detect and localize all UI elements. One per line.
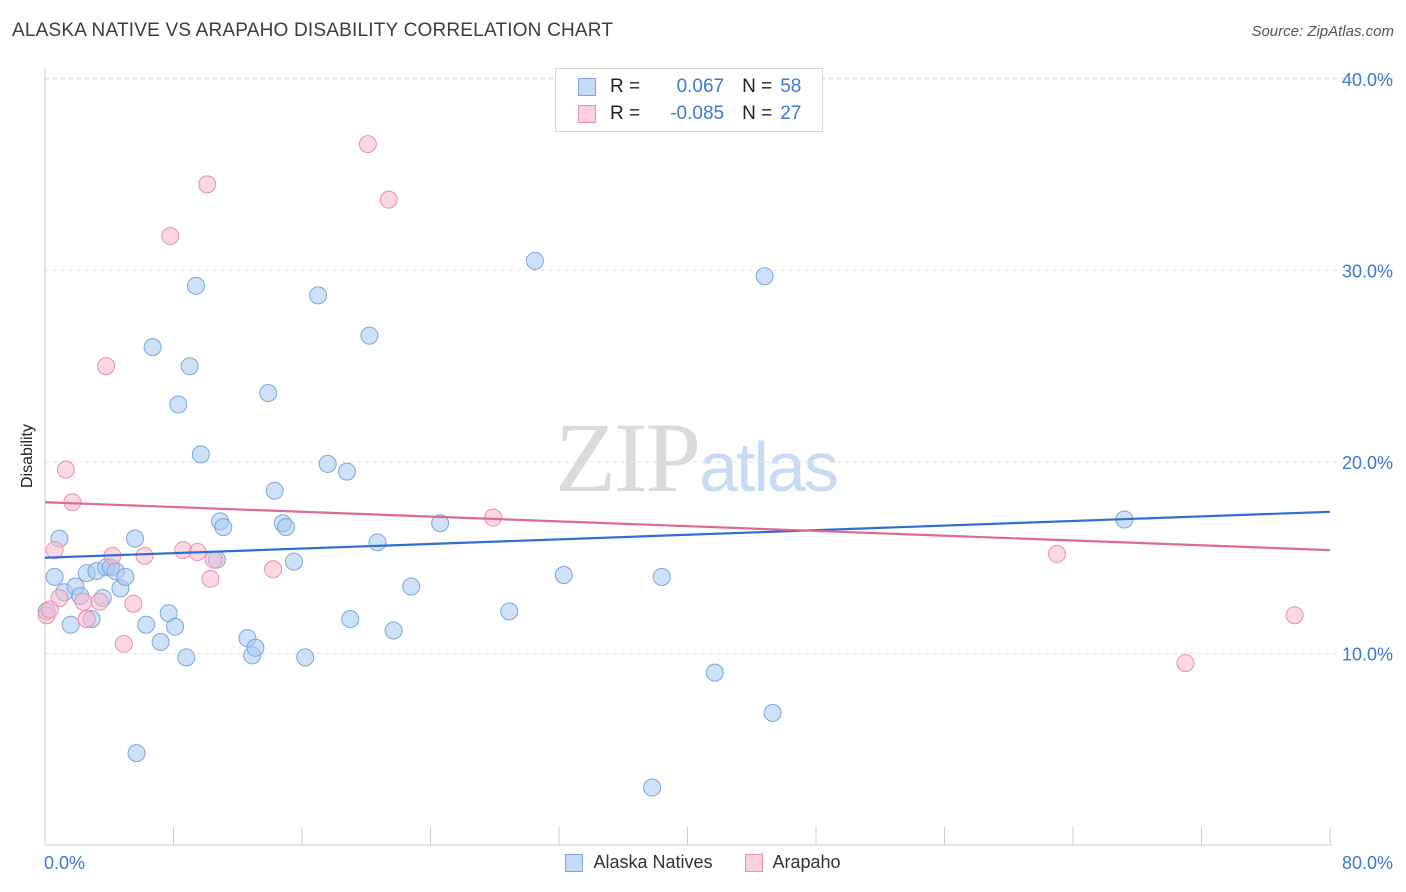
data-point-alaska	[61, 615, 80, 634]
data-point-alaska	[259, 384, 278, 403]
watermark-atlas: atlas	[699, 428, 839, 506]
data-point-arapaho	[50, 588, 69, 607]
legend-r-value: -0.085	[670, 103, 725, 124]
data-point-arapaho	[379, 190, 398, 209]
legend-row-alaska: R = 0.067 N = 58	[578, 76, 801, 98]
stats-legend: R = 0.067 N = 58 R = -0.085 N = 27	[555, 68, 823, 132]
data-point-alaska	[755, 267, 774, 286]
x-tick-label: 0.0%	[44, 853, 85, 873]
data-point-arapaho	[124, 594, 143, 613]
data-point-alaska	[214, 518, 233, 537]
legend-n-value: 58	[780, 76, 802, 97]
series-legend: Alaska Natives Arapaho	[0, 852, 1406, 873]
data-point-arapaho	[135, 546, 154, 565]
data-point-arapaho	[90, 592, 109, 611]
data-point-arapaho	[264, 560, 283, 579]
trend-line-arapaho	[44, 501, 1331, 552]
data-point-alaska	[116, 567, 135, 586]
y-tick-label: 40.0%	[1342, 70, 1393, 90]
data-point-alaska	[643, 778, 662, 797]
data-point-arapaho	[74, 592, 93, 611]
data-point-arapaho	[198, 175, 217, 194]
data-point-arapaho	[1285, 606, 1304, 625]
data-point-alaska	[500, 602, 519, 621]
data-point-arapaho	[45, 541, 64, 560]
data-point-arapaho	[56, 460, 75, 479]
legend-r-label: R =	[610, 103, 641, 124]
y-tick-label: 10.0%	[1342, 645, 1393, 665]
data-point-arapaho	[484, 508, 503, 527]
series-legend-alaska[interactable]: Alaska Natives	[565, 852, 713, 873]
data-point-arapaho	[1047, 544, 1066, 563]
data-point-alaska	[265, 481, 284, 500]
legend-r-label: R =	[610, 76, 641, 97]
legend-swatch-alaska	[578, 78, 596, 96]
data-point-alaska	[318, 454, 337, 473]
data-point-alaska	[169, 395, 188, 414]
legend-row-arapaho: R = -0.085 N = 27	[578, 103, 801, 125]
data-point-alaska	[186, 276, 205, 295]
data-point-alaska	[705, 663, 724, 682]
legend-n-label: N =	[742, 76, 773, 97]
data-point-alaska	[554, 565, 573, 584]
data-point-arapaho	[201, 569, 220, 588]
data-point-alaska	[341, 610, 360, 629]
series-swatch-alaska	[565, 853, 584, 872]
data-point-arapaho	[204, 550, 223, 569]
y-tick-label: 30.0%	[1342, 262, 1393, 282]
legend-n-value: 27	[780, 103, 802, 124]
data-point-alaska	[525, 251, 544, 270]
series-legend-arapaho[interactable]: Arapaho	[744, 852, 841, 873]
data-point-arapaho	[40, 600, 59, 619]
data-point-alaska	[191, 445, 210, 464]
data-point-alaska	[151, 633, 170, 652]
watermark-zip: ZIP	[555, 402, 701, 513]
data-point-alaska	[45, 567, 64, 586]
data-point-arapaho	[161, 227, 180, 246]
data-point-alaska	[431, 514, 450, 533]
data-point-alaska	[125, 529, 144, 548]
series-label-arapaho: Arapaho	[772, 852, 841, 872]
data-point-alaska	[384, 621, 403, 640]
data-point-alaska	[402, 577, 421, 596]
trend-line-alaska	[44, 510, 1331, 559]
legend-r-value: 0.067	[676, 76, 725, 97]
data-point-arapaho	[1176, 654, 1195, 673]
data-point-alaska	[368, 533, 387, 552]
data-point-arapaho	[114, 634, 133, 653]
data-point-alaska	[246, 638, 265, 657]
data-point-alaska	[763, 703, 782, 722]
data-point-alaska	[166, 617, 185, 636]
data-point-arapaho	[77, 610, 96, 629]
data-point-alaska	[137, 615, 156, 634]
data-point-alaska	[284, 552, 303, 571]
data-point-alaska	[180, 357, 199, 376]
data-point-alaska	[127, 744, 146, 763]
data-point-arapaho	[97, 357, 116, 376]
data-point-arapaho	[358, 135, 377, 154]
data-point-alaska	[652, 567, 671, 586]
data-point-alaska	[360, 326, 379, 345]
x-tick-label: 80.0%	[1342, 853, 1393, 873]
source-label: Source: ZipAtlas.com	[1251, 23, 1394, 40]
legend-swatch-arapaho	[578, 105, 596, 123]
data-point-alaska	[309, 286, 328, 305]
series-label-alaska: Alaska Natives	[593, 852, 713, 872]
y-tick-label: 20.0%	[1342, 453, 1393, 473]
data-point-alaska	[296, 648, 315, 667]
data-point-alaska	[143, 338, 162, 357]
legend-n-label: N =	[742, 103, 773, 124]
chart-title: ALASKA NATIVE VS ARAPAHO DISABILITY CORR…	[12, 20, 614, 41]
series-swatch-arapaho	[744, 853, 763, 872]
data-point-alaska	[177, 648, 196, 667]
data-point-alaska	[276, 518, 295, 537]
watermark: ZIPatlas	[555, 400, 839, 515]
data-point-alaska	[337, 462, 356, 481]
